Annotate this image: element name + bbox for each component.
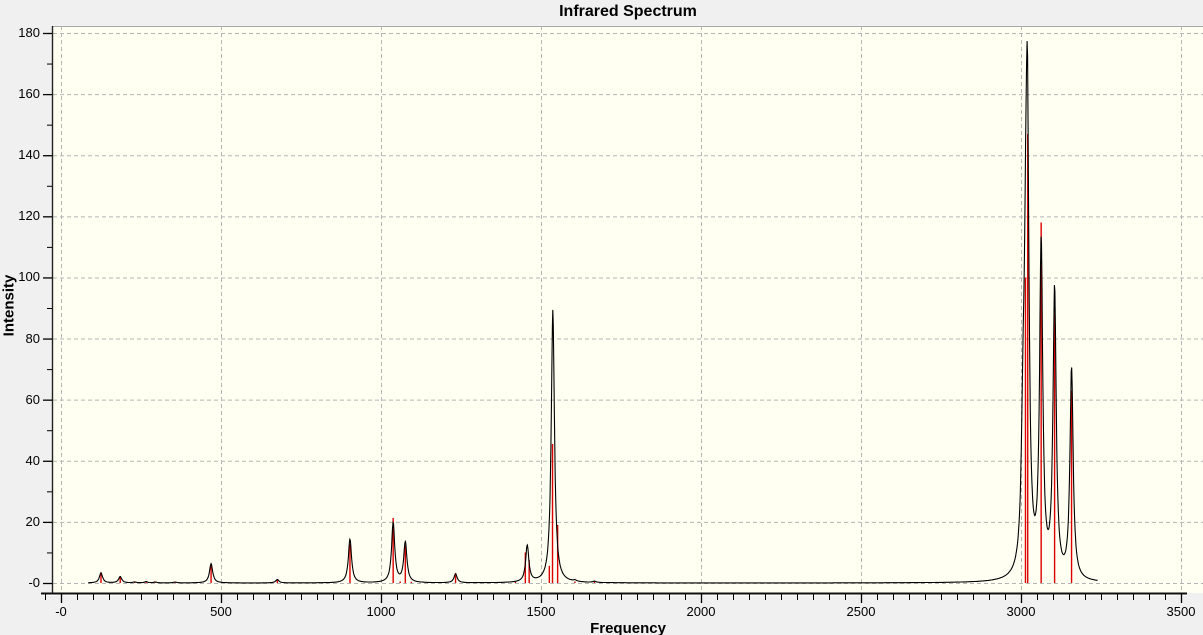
y-tick-label: -0 <box>28 575 40 590</box>
x-tick-label: 3000 <box>1006 604 1036 619</box>
y-tick-label: 160 <box>18 86 40 102</box>
y-tick-label: 40 <box>25 452 40 468</box>
x-axis-title: Frequency <box>590 620 666 635</box>
x-tick-label: 1500 <box>526 604 556 619</box>
y-tick-label: 140 <box>18 147 40 163</box>
plot-background <box>53 26 1203 593</box>
x-tick-label: 2000 <box>686 604 716 619</box>
y-tick-label: 120 <box>18 208 40 224</box>
spectrum-curve <box>88 40 1098 584</box>
y-tick-label: 100 <box>18 269 40 285</box>
x-tick-label: 500 <box>210 604 232 619</box>
x-tick-label: 2500 <box>846 604 876 619</box>
chart-title: Infrared Spectrum <box>559 3 697 20</box>
y-tick-label: 80 <box>25 330 40 346</box>
x-tick-label: -0 <box>55 604 67 619</box>
y-tick-label: 20 <box>25 513 40 529</box>
x-tick-label: 1000 <box>366 604 396 619</box>
x-tick-label: 3500 <box>1166 604 1196 619</box>
y-tick-label: 180 <box>18 24 40 40</box>
y-tick-label: 60 <box>25 391 40 407</box>
